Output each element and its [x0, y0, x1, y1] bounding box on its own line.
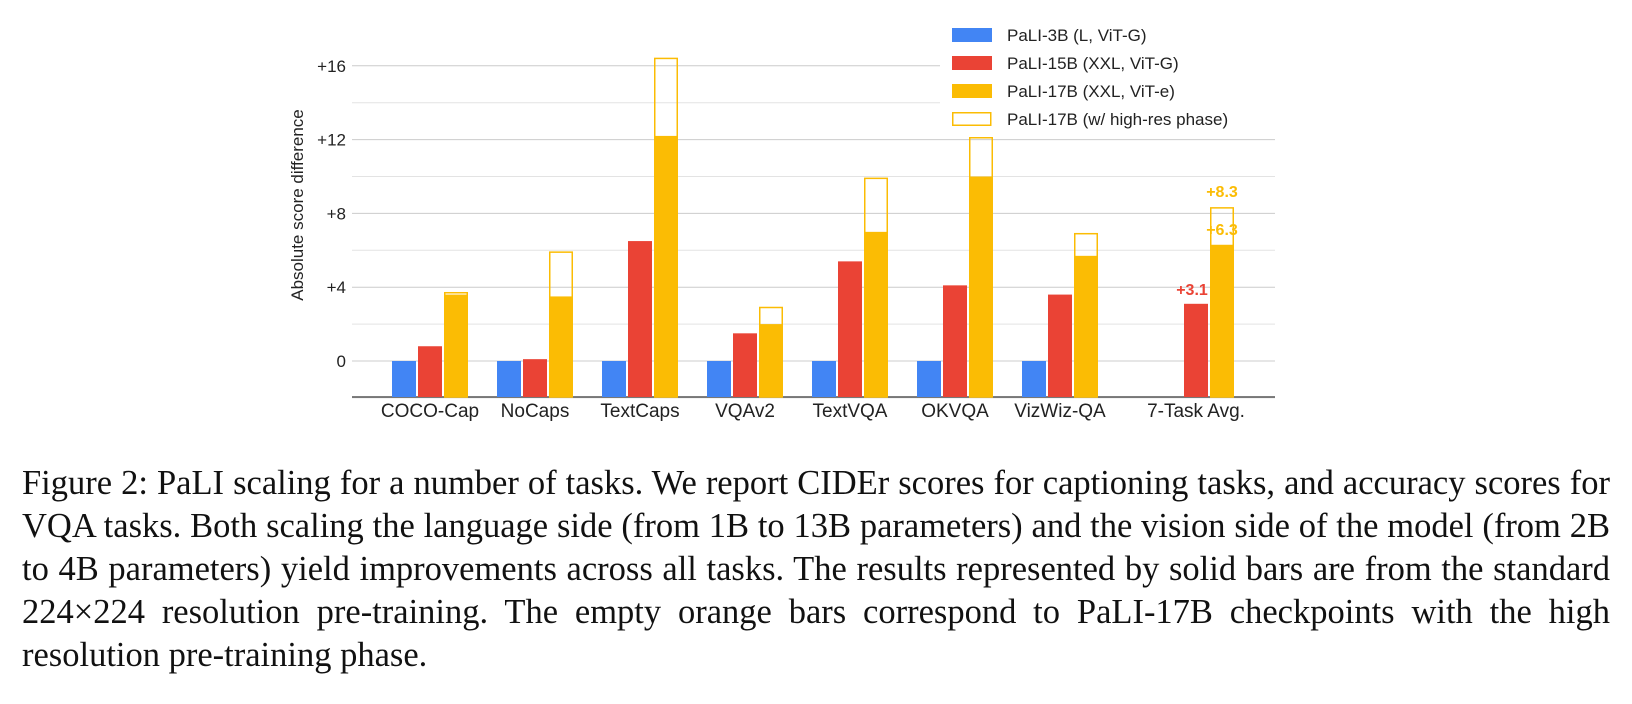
- data-label-pali-17b-highres: +8.3: [1206, 184, 1238, 201]
- legend-swatch: [952, 28, 992, 42]
- bar-pali-3b: [812, 361, 836, 397]
- bar-pali-15b: [1048, 294, 1072, 397]
- bar-pali-3b: [1022, 361, 1046, 397]
- legend-label: PaLI-17B (w/ high-res phase): [1007, 110, 1228, 129]
- bar-pali-15b: [523, 359, 547, 397]
- x-tick-label: 7-Task Avg.: [1147, 401, 1245, 422]
- x-tick-label: COCO-Cap: [381, 401, 479, 422]
- bar-pali-15b: [418, 346, 442, 397]
- legend-background: [940, 14, 1278, 132]
- legend-label: PaLI-3B (L, ViT-G): [1007, 26, 1147, 45]
- figure-caption: Figure 2: PaLI scaling for a number of t…: [22, 464, 1610, 674]
- bar-pali-15b: [733, 333, 757, 397]
- bar-pali-17b: [1074, 255, 1098, 397]
- x-tick-label: OKVQA: [921, 401, 989, 422]
- bar-pali-17b: [759, 324, 783, 397]
- bar-pali-15b: [1184, 303, 1208, 397]
- bar-pali-3b: [917, 361, 941, 397]
- x-tick-label: NoCaps: [501, 401, 570, 422]
- bar-pali-3b: [602, 361, 626, 397]
- x-tick-label: TextVQA: [813, 401, 888, 422]
- bar-pali-17b: [654, 135, 678, 397]
- y-tick-label: +8: [327, 204, 346, 223]
- bar-pali-3b: [707, 361, 731, 397]
- y-tick-label: +16: [317, 57, 346, 76]
- y-tick-label: +12: [317, 131, 346, 150]
- x-tick-label: VizWiz-QA: [1014, 401, 1106, 422]
- y-tick-label: 0: [337, 352, 346, 371]
- y-axis-label: Absolute score difference: [288, 109, 307, 301]
- bar-pali-17b: [864, 231, 888, 397]
- legend-swatch: [952, 84, 992, 98]
- bar-pali-17b: [444, 294, 468, 397]
- x-tick-label: VQAv2: [715, 401, 775, 422]
- data-label-pali-15b: +3.1: [1176, 282, 1208, 299]
- bar-chart: 0 +4 +8 +12 +16 Absolute score difference COCO…: [288, 14, 1278, 422]
- legend-label: PaLI-15B (XXL, ViT-G): [1007, 54, 1179, 73]
- bar-pali-17b: [969, 176, 993, 397]
- bar-pali-17b: [1210, 244, 1234, 397]
- bar-pali-17b: [549, 296, 573, 397]
- legend-swatch: [952, 56, 992, 70]
- bar-pali-15b: [628, 241, 652, 397]
- legend-swatch: [952, 112, 992, 126]
- y-tick-label: +4: [327, 278, 346, 297]
- bar-pali-15b: [943, 285, 967, 397]
- data-label-pali-17b: +6.3: [1206, 222, 1238, 239]
- bar-pali-3b: [497, 361, 521, 397]
- bar-pali-15b: [838, 261, 862, 397]
- x-tick-label: TextCaps: [600, 401, 679, 422]
- legend-label: PaLI-17B (XXL, ViT-e): [1007, 82, 1175, 101]
- bar-pali-3b: [392, 361, 416, 397]
- chart-svg: 0 +4 +8 +12 +16 Absolute score difference COCO…: [288, 14, 1278, 422]
